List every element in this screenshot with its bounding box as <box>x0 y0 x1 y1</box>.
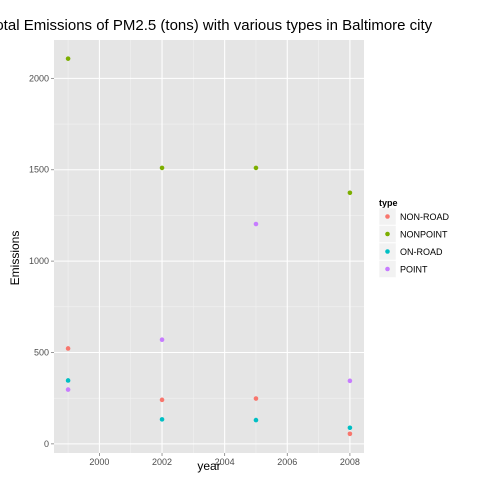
data-point <box>253 165 259 171</box>
legend-marker <box>385 249 390 254</box>
data-point <box>253 417 259 423</box>
x-tick-label: 2000 <box>89 457 109 467</box>
data-points <box>65 56 353 437</box>
x-axis-title: year <box>197 459 220 473</box>
legend-marker <box>385 231 390 237</box>
legend-marker <box>385 214 390 219</box>
data-point <box>347 431 353 437</box>
legend: type NON-ROAD NONPOINT ON-ROAD POINT <box>378 198 449 278</box>
data-point <box>65 56 71 61</box>
data-point <box>159 417 165 422</box>
legend-label: NONPOINT <box>400 230 448 240</box>
data-point <box>347 378 353 384</box>
y-tick-label: 1500 <box>29 165 49 175</box>
x-tick-label: 2008 <box>340 457 360 467</box>
data-point <box>253 221 259 227</box>
legend-label: ON-ROAD <box>400 247 443 257</box>
y-tick-label: 500 <box>34 347 49 357</box>
data-point <box>65 387 71 392</box>
chart-title: Total Emissions of PM2.5 (tons) with var… <box>0 17 433 34</box>
x-tick-label: 2004 <box>215 457 235 467</box>
data-point <box>347 190 353 196</box>
data-point <box>159 165 165 171</box>
x-tick-label: 2006 <box>277 457 297 467</box>
data-point <box>159 337 165 342</box>
y-tick-label: 0 <box>44 439 49 449</box>
x-axis-ticks: 2000 2002 2004 2006 2008 <box>89 453 360 467</box>
legend-label: NON-ROAD <box>400 212 449 222</box>
y-axis-ticks: 0 500 1000 1500 2000 <box>29 73 54 449</box>
y-tick-label: 1000 <box>29 256 49 266</box>
data-point <box>65 378 71 383</box>
data-point <box>159 397 165 403</box>
data-point <box>253 396 259 401</box>
data-point <box>347 425 353 431</box>
y-axis-title: Emissions <box>8 231 22 286</box>
legend-label: POINT <box>400 265 428 275</box>
legend-title: type <box>379 198 398 208</box>
legend-marker <box>385 266 390 272</box>
y-tick-label: 2000 <box>29 73 49 83</box>
minor-gridlines <box>54 40 364 453</box>
data-point <box>65 346 71 351</box>
x-tick-label: 2002 <box>152 457 172 467</box>
plot-panel <box>54 40 364 453</box>
major-gridlines <box>54 40 364 453</box>
